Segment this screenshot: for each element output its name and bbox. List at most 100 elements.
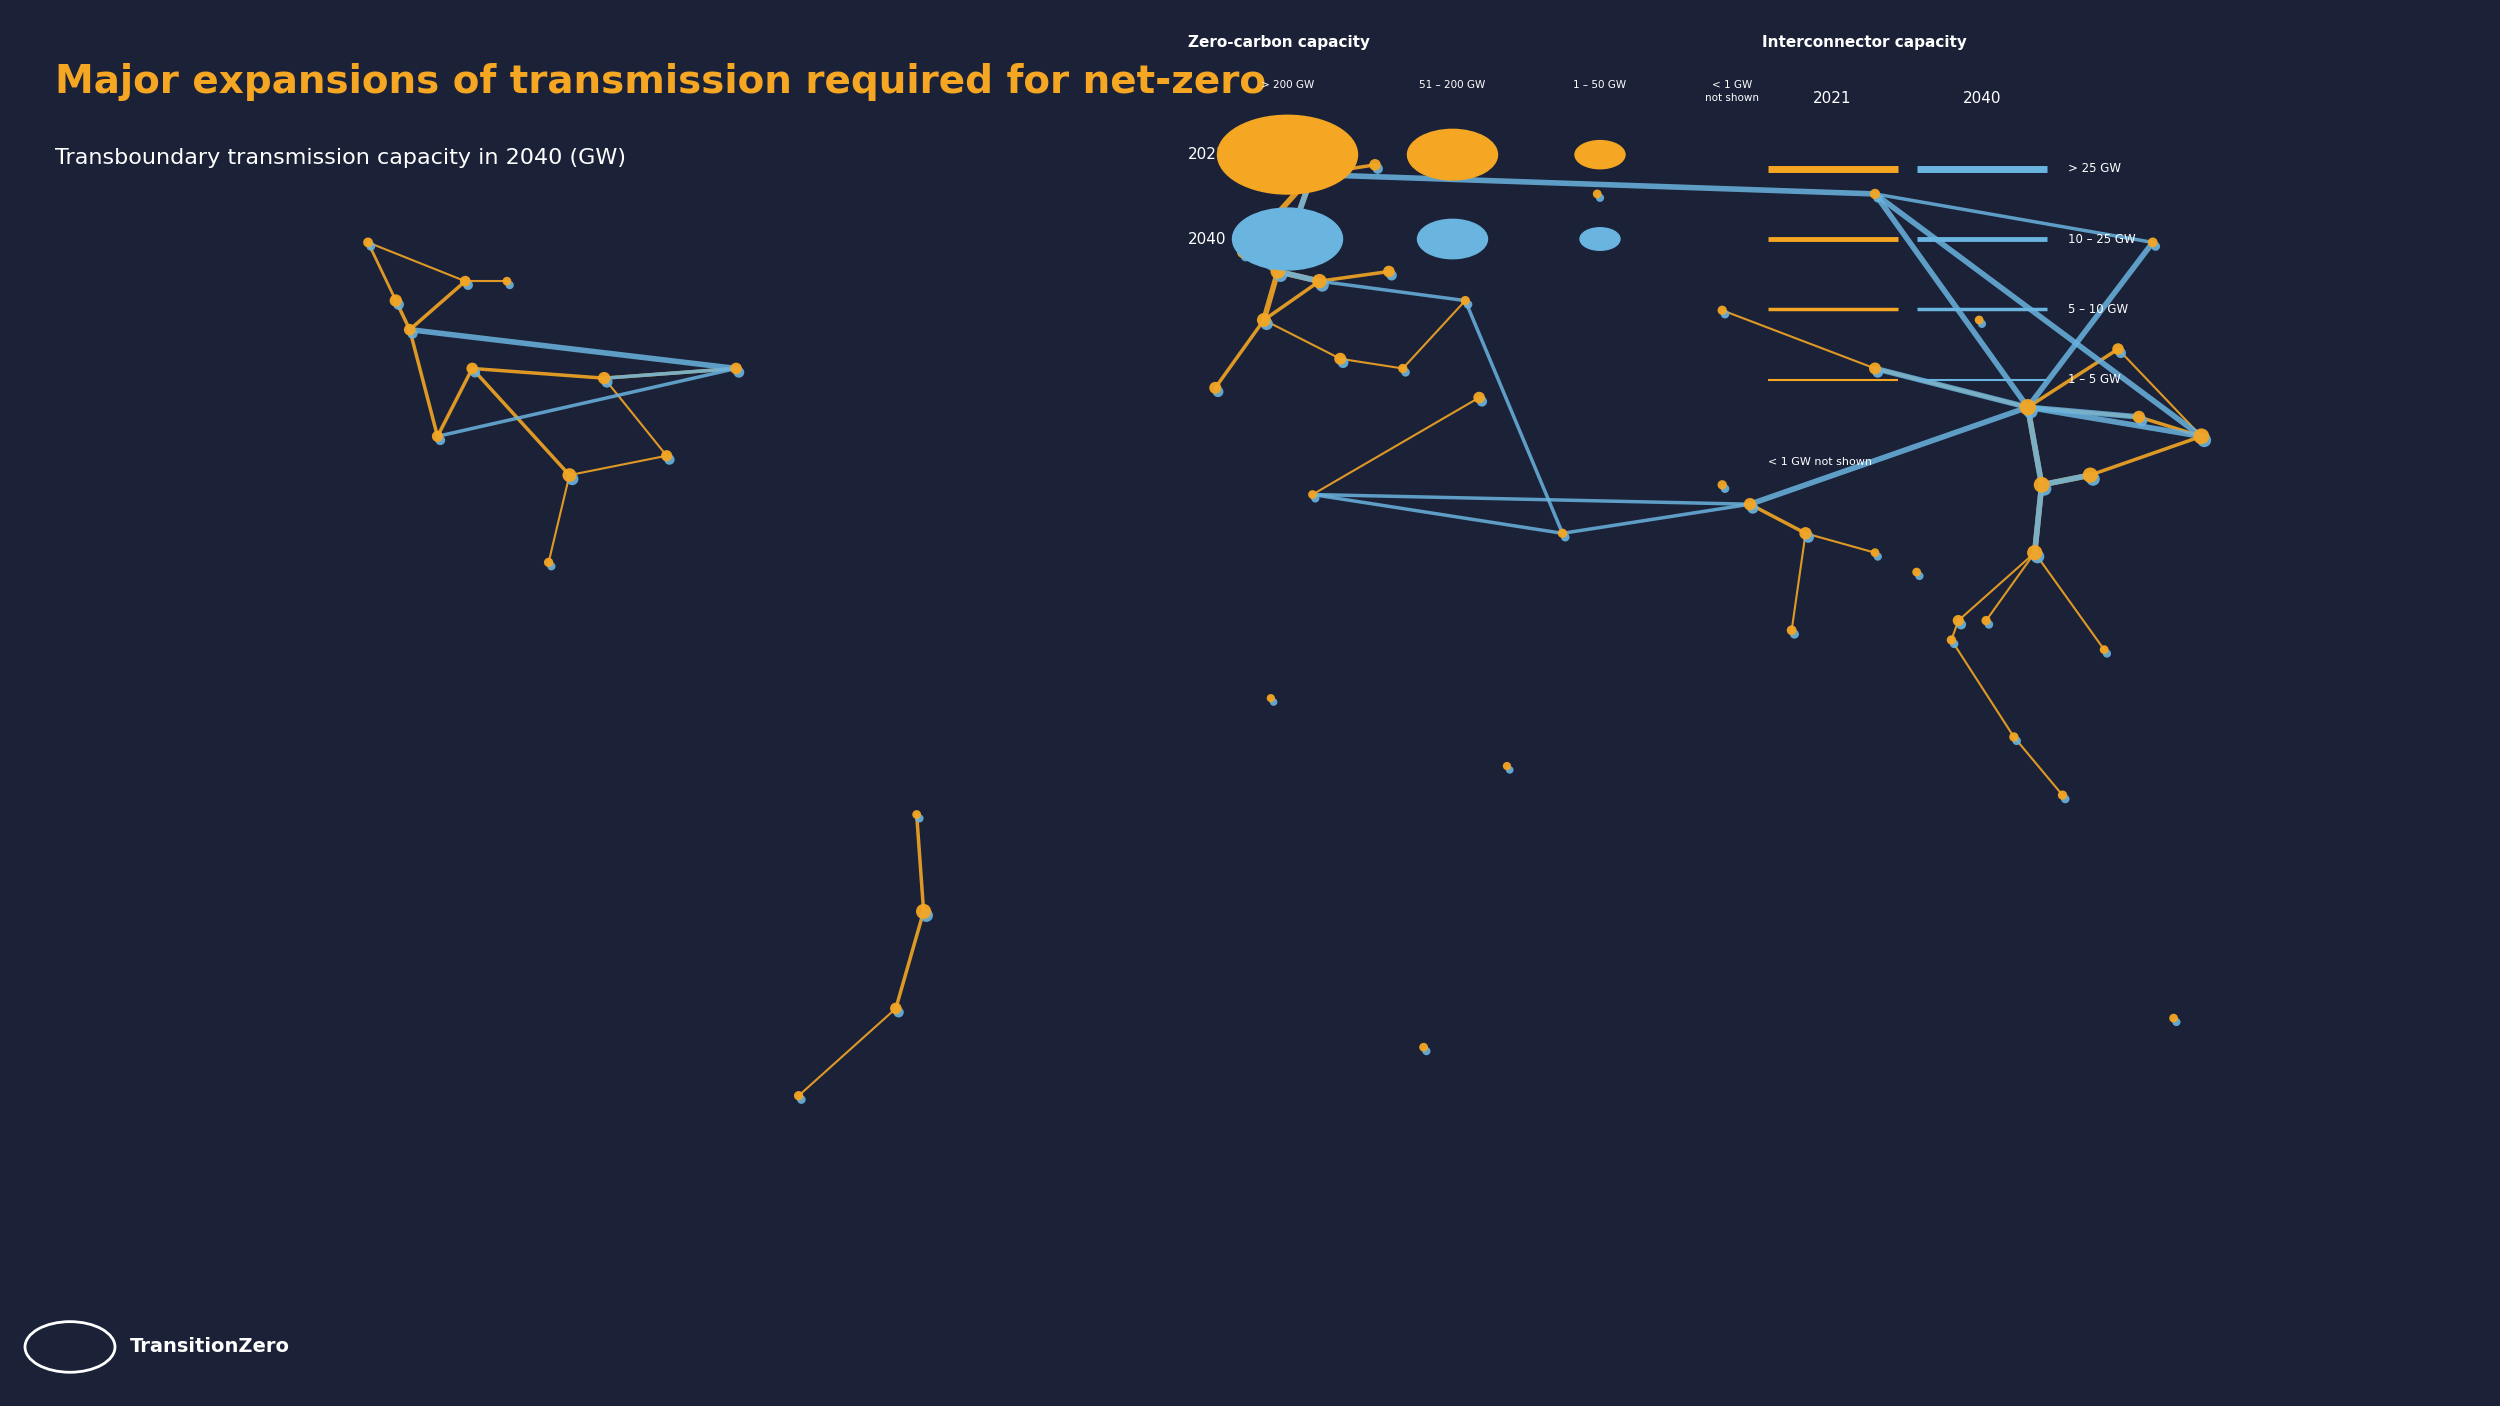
Point — [1355, 153, 1395, 176]
Point — [1995, 725, 2035, 748]
Text: < 1 GW not shown: < 1 GW not shown — [1768, 457, 1872, 467]
Point — [2185, 429, 2225, 451]
Point — [2018, 546, 2058, 568]
Point — [528, 551, 568, 574]
Point — [2025, 478, 2065, 501]
Point — [1302, 274, 1342, 297]
Point — [2015, 541, 2055, 564]
Point — [490, 274, 530, 297]
Point — [1858, 546, 1898, 568]
Point — [588, 371, 628, 394]
Text: 5 – 10 GW: 5 – 10 GW — [2068, 302, 2128, 316]
Point — [2135, 235, 2175, 257]
Point — [1900, 565, 1940, 588]
Point — [650, 449, 690, 471]
Point — [1703, 474, 1742, 496]
Point — [2042, 785, 2082, 807]
Point — [782, 1088, 822, 1111]
Point — [375, 290, 415, 312]
Point — [1935, 633, 1975, 655]
Point — [1320, 347, 1360, 370]
Point — [1383, 357, 1422, 380]
Point — [900, 807, 940, 830]
Point — [1960, 309, 2000, 332]
Point — [2120, 406, 2160, 429]
Point — [348, 231, 388, 253]
Point — [1407, 1040, 1447, 1063]
Text: 2040: 2040 — [1962, 91, 2002, 107]
Point — [552, 468, 592, 491]
Text: Interconnector capacity: Interconnector capacity — [1762, 35, 1968, 51]
Text: 2021: 2021 — [1188, 148, 1225, 162]
Point — [1703, 299, 1742, 322]
Point — [1403, 1036, 1442, 1059]
Point — [2132, 231, 2172, 253]
Point — [2088, 643, 2128, 665]
Text: 10 – 25 GW: 10 – 25 GW — [2068, 232, 2135, 246]
Text: < 1 GW
not shown: < 1 GW not shown — [1705, 80, 1760, 103]
Point — [878, 1001, 918, 1024]
Point — [715, 357, 755, 380]
Point — [2122, 409, 2162, 432]
Point — [1245, 309, 1285, 332]
Point — [1488, 755, 1528, 778]
Text: > 200 GW: > 200 GW — [1260, 80, 1315, 90]
Point — [1222, 240, 1262, 263]
Text: 1 – 50 GW: 1 – 50 GW — [1572, 80, 1628, 90]
Point — [1370, 260, 1410, 283]
Point — [452, 357, 493, 380]
Point — [2182, 425, 2222, 447]
Point — [875, 997, 915, 1019]
Point — [2085, 638, 2125, 661]
Point — [1855, 541, 1895, 564]
Point — [1788, 526, 1828, 548]
Point — [1195, 377, 1235, 399]
Point — [908, 904, 948, 927]
Point — [420, 429, 460, 451]
Point — [445, 270, 485, 292]
Point — [1705, 302, 1745, 325]
Point — [1445, 290, 1485, 312]
Point — [1292, 484, 1332, 506]
Point — [2158, 1011, 2198, 1033]
Text: 1 – 5 GW: 1 – 5 GW — [2068, 373, 2120, 387]
Point — [1225, 245, 1265, 267]
Point — [1858, 187, 1898, 209]
Point — [532, 555, 572, 578]
Point — [2152, 1007, 2192, 1029]
Point — [1970, 613, 2010, 636]
Text: > 25 GW: > 25 GW — [2068, 162, 2120, 176]
Point — [392, 322, 432, 344]
Point — [898, 803, 938, 825]
Point — [1542, 522, 1582, 544]
Point — [1545, 526, 1585, 548]
Point — [1998, 730, 2037, 752]
Point — [2045, 787, 2085, 810]
Text: Zero-carbon capacity: Zero-carbon capacity — [1188, 35, 1370, 51]
Text: Transboundary transmission capacity in 2040 (GW): Transboundary transmission capacity in 2… — [55, 148, 625, 167]
Point — [1730, 494, 1770, 516]
Point — [1292, 163, 1332, 186]
Point — [1855, 357, 1895, 380]
Point — [1962, 312, 2002, 335]
Point — [1258, 260, 1298, 283]
Point — [1295, 486, 1335, 509]
Point — [550, 464, 590, 486]
Point — [2072, 468, 2112, 491]
Text: TransitionZero: TransitionZero — [130, 1337, 290, 1357]
Point — [1965, 609, 2005, 631]
Point — [1580, 187, 1620, 209]
Point — [1198, 381, 1238, 404]
Point — [1358, 157, 1398, 180]
Point — [1252, 690, 1292, 713]
Point — [350, 235, 390, 257]
Point — [1460, 387, 1500, 409]
Point — [1775, 623, 1815, 645]
Point — [1898, 561, 1938, 583]
Point — [1772, 619, 1812, 641]
Point — [1932, 628, 1972, 651]
Point — [1855, 183, 1895, 205]
Point — [418, 425, 457, 447]
Point — [1578, 183, 1618, 205]
Point — [2098, 337, 2138, 360]
